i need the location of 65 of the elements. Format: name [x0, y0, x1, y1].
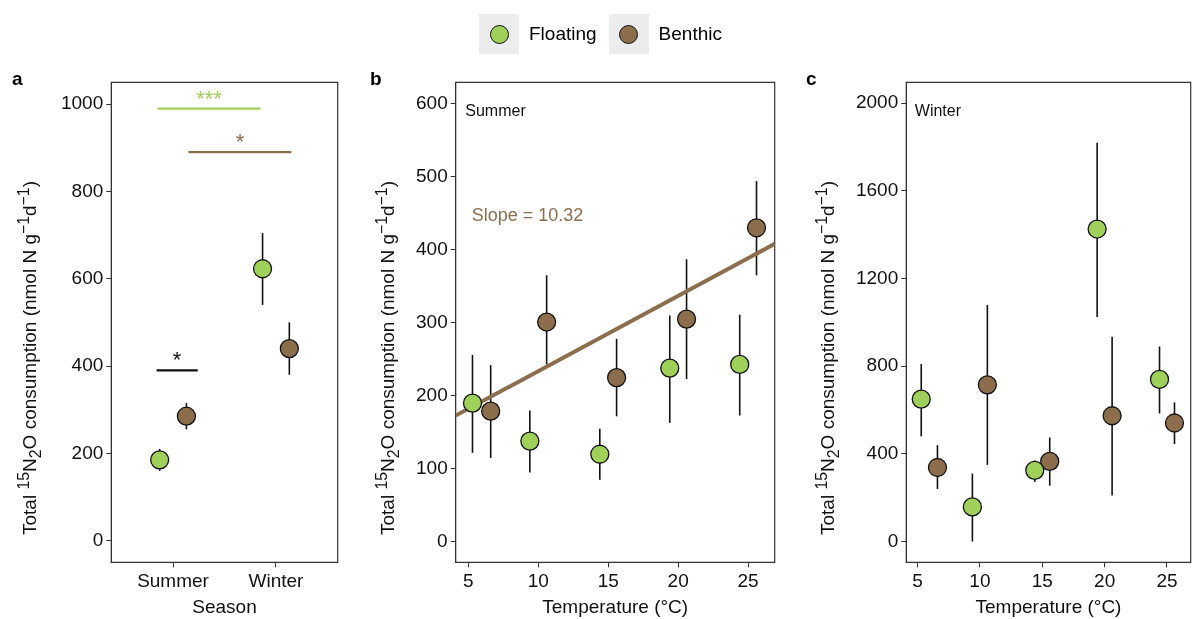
point — [1164, 413, 1185, 433]
point — [1149, 369, 1170, 390]
x-tick-label: 25 — [737, 570, 759, 592]
point — [590, 444, 610, 464]
x-tick-label: 20 — [1094, 570, 1116, 592]
y-tick-label: 400 — [416, 237, 448, 259]
annotation: * — [172, 347, 182, 373]
point — [977, 375, 998, 395]
point — [536, 312, 557, 332]
chart-title: b — [370, 68, 382, 90]
y-tick-label: 400 — [866, 442, 899, 464]
point — [520, 431, 540, 451]
y-tick-label: 0 — [437, 530, 448, 552]
y-tick-label: 600 — [71, 267, 104, 288]
annotation: * — [235, 129, 245, 155]
point — [1040, 451, 1060, 472]
point — [660, 358, 680, 378]
point — [462, 393, 483, 413]
legend-label: Benthic — [658, 23, 722, 45]
point — [927, 457, 948, 478]
point — [481, 401, 501, 421]
y-tick-label: 800 — [71, 179, 104, 201]
y-tick-label: 200 — [416, 384, 448, 406]
x-tick-label: Summer — [137, 570, 210, 592]
y-tick-label: 600 — [416, 91, 448, 113]
y-tick-label: 200 — [71, 441, 104, 463]
y-tick-label: 500 — [416, 164, 448, 186]
point — [1087, 219, 1107, 239]
y-tick-label: 400 — [71, 354, 104, 376]
x-tick-label: 10 — [969, 570, 991, 592]
point — [676, 309, 697, 329]
x-tick-label: 15 — [597, 570, 619, 592]
chart-title: a — [12, 68, 23, 90]
y-tick-label: 0 — [887, 529, 899, 551]
point — [962, 497, 983, 517]
x-tick-label: Winter — [248, 570, 305, 592]
point — [606, 367, 627, 388]
annotation: *** — [196, 85, 223, 111]
annotation: Summer — [465, 102, 527, 120]
legend-label: Floating — [529, 23, 597, 45]
y-tick-label: 800 — [866, 354, 899, 376]
y-tick-label: 1200 — [855, 266, 899, 288]
chart-title: c — [806, 68, 817, 90]
annotation: Winter — [914, 102, 962, 120]
x-tick-label: 15 — [1031, 570, 1053, 592]
y-tick-label: 1600 — [855, 179, 899, 201]
x-tick-label: 20 — [667, 570, 689, 592]
point — [1102, 406, 1122, 426]
y-tick-label: 2000 — [855, 91, 899, 113]
x-tick-label: 5 — [463, 570, 474, 592]
y-tick-label: 0 — [92, 528, 104, 550]
point — [746, 218, 767, 238]
x-axis-title: Season — [192, 595, 257, 617]
y-tick-label: 1000 — [60, 92, 104, 114]
x-tick-label: 10 — [527, 570, 549, 592]
x-tick-label: 5 — [912, 570, 923, 592]
annotation: Slope = 10.32 — [471, 205, 584, 226]
point — [730, 354, 750, 375]
point — [911, 389, 931, 409]
x-tick-label: 25 — [1156, 570, 1178, 592]
x-axis-title: Temperature (°C) — [975, 595, 1122, 617]
y-tick-label: 100 — [416, 457, 448, 479]
x-axis-title: Temperature (°C) — [542, 595, 689, 617]
point — [1025, 460, 1045, 480]
y-tick-label: 300 — [416, 311, 448, 332]
